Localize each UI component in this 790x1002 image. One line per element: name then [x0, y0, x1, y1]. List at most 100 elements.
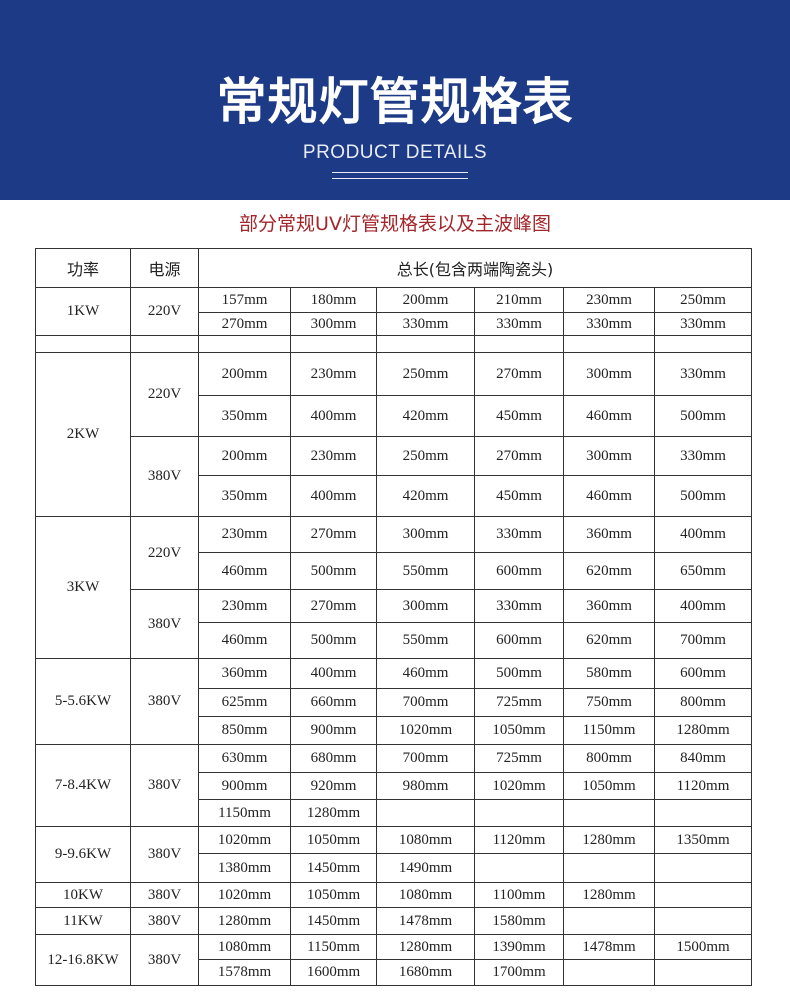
length-cell: 300mm [376, 516, 475, 553]
length-cell: 300mm [563, 352, 655, 396]
length-cell: 850mm [198, 716, 291, 745]
length-cell: 300mm [376, 589, 475, 623]
length-cell: 1020mm [198, 826, 291, 854]
length-cell: 450mm [474, 395, 564, 437]
power-cell [35, 335, 131, 353]
length-cell: 1280mm [376, 934, 475, 960]
length-cell: 1380mm [198, 853, 291, 883]
length-cell: 180mm [290, 287, 377, 313]
length-cell: 1120mm [654, 772, 752, 800]
length-cell: 330mm [474, 312, 564, 336]
voltage-cell: 220V [130, 516, 199, 590]
table-header-row: 功率 电源 总长(包含两端陶瓷头) [35, 248, 752, 288]
length-cell [376, 799, 475, 827]
length-cell [376, 335, 475, 353]
length-cell: 360mm [563, 589, 655, 623]
length-cell: 840mm [654, 744, 752, 773]
spec-table: 功率 电源 总长(包含两端陶瓷头) 1KW 220V 157mm 180mm 200mm… [35, 248, 752, 986]
power-cell: 9-9.6KW [35, 826, 131, 883]
length-cell: 1500mm [654, 934, 752, 960]
table-row: 460mm 500mm 550mm 600mm 620mm 700mm [36, 622, 752, 659]
table-row: 270mm 300mm 330mm 330mm 330mm 330mm [36, 312, 752, 336]
length-cell: 1578mm [198, 959, 291, 986]
voltage-cell: 380V [130, 826, 199, 883]
length-cell: 460mm [198, 552, 291, 590]
length-cell: 1020mm [198, 882, 291, 908]
power-cell: 10KW [35, 882, 131, 908]
length-cell: 400mm [654, 516, 752, 553]
length-cell: 330mm [376, 312, 475, 336]
length-cell: 1150mm [290, 934, 377, 960]
length-cell: 725mm [474, 744, 564, 773]
table-row: 380V 200mm 230mm 250mm 270mm 300mm 330mm [36, 436, 752, 517]
length-cell: 1490mm [376, 853, 475, 883]
length-cell: 1680mm [376, 959, 475, 986]
length-cell: 270mm [474, 436, 564, 476]
length-cell: 1478mm [563, 934, 655, 960]
table-row: 380V 230mm 270mm 300mm 330mm 360mm 400mm [36, 589, 752, 659]
length-cell: 420mm [376, 395, 475, 437]
length-cell: 400mm [290, 475, 377, 517]
length-cell: 250mm [654, 287, 752, 313]
length-cell: 1100mm [474, 882, 564, 908]
length-cell [563, 959, 655, 986]
length-cell: 600mm [474, 622, 564, 659]
length-cell: 1080mm [376, 826, 475, 854]
length-cell: 200mm [198, 436, 291, 476]
length-cell: 900mm [290, 716, 377, 745]
length-cell: 1050mm [563, 772, 655, 800]
table-row: 350mm 400mm 420mm 450mm 460mm 500mm [36, 475, 752, 517]
length-cell: 500mm [654, 475, 752, 517]
length-cell [654, 882, 752, 908]
length-cell [290, 335, 377, 353]
length-cell: 270mm [474, 352, 564, 396]
length-cell: 1050mm [290, 826, 377, 854]
length-cell: 350mm [198, 475, 291, 517]
length-cell: 680mm [290, 744, 377, 773]
length-cell: 660mm [290, 688, 377, 717]
table-row: 460mm 500mm 550mm 600mm 620mm 650mm [36, 552, 752, 590]
table-row: 9-9.6KW 380V 1020mm 1050mm 1080mm 1120mm 1280m… [35, 826, 752, 883]
length-cell: 1020mm [474, 772, 564, 800]
length-cell [474, 853, 564, 883]
length-cell: 1050mm [474, 716, 564, 745]
voltage-cell: 380V [130, 589, 199, 659]
length-cell: 725mm [474, 688, 564, 717]
length-cell: 1280mm [563, 826, 655, 854]
length-cell [654, 335, 752, 353]
power-cell: 7-8.4KW [35, 744, 131, 827]
length-cell: 620mm [563, 622, 655, 659]
length-cell: 230mm [290, 352, 377, 396]
length-cell: 360mm [198, 658, 291, 689]
length-cell: 460mm [376, 658, 475, 689]
length-cell: 980mm [376, 772, 475, 800]
divider [332, 178, 468, 179]
table-row: 2KW 220V 200mm 230mm 250mm 270mm 300mm 330mm [35, 352, 752, 517]
length-cell [654, 907, 752, 935]
length-cell: 1280mm [290, 799, 377, 827]
power-cell: 11KW [35, 907, 131, 935]
power-cell: 1KW [35, 287, 131, 336]
length-cell: 900mm [198, 772, 291, 800]
length-cell: 1450mm [290, 853, 377, 883]
length-cell: 550mm [376, 552, 475, 590]
length-cell: 200mm [198, 352, 291, 396]
length-cell [654, 799, 752, 827]
table-row: 1578mm 1600mm 1680mm 1700mm [36, 959, 752, 986]
length-cell [563, 799, 655, 827]
length-cell: 800mm [563, 744, 655, 773]
length-cell: 1350mm [654, 826, 752, 854]
length-cell: 1080mm [376, 882, 475, 908]
length-cell: 270mm [290, 516, 377, 553]
table-row: 5-5.6KW 380V 360mm 400mm 460mm 500mm 580mm 600m… [35, 658, 752, 745]
table-row: 3KW 220V 230mm 270mm 300mm 330mm 360mm 400mm [35, 516, 752, 659]
length-cell [563, 907, 655, 935]
length-cell [563, 335, 655, 353]
table-row: 900mm 920mm 980mm 1020mm 1050mm 1120mm [36, 772, 752, 800]
power-cell: 12-16.8KW [35, 934, 131, 986]
section-title: 部分常规UV灯管规格表以及主波峰图 [239, 213, 551, 235]
length-cell: 230mm [198, 516, 291, 553]
length-cell: 270mm [290, 589, 377, 623]
voltage-cell [130, 335, 199, 353]
length-cell: 1120mm [474, 826, 564, 854]
